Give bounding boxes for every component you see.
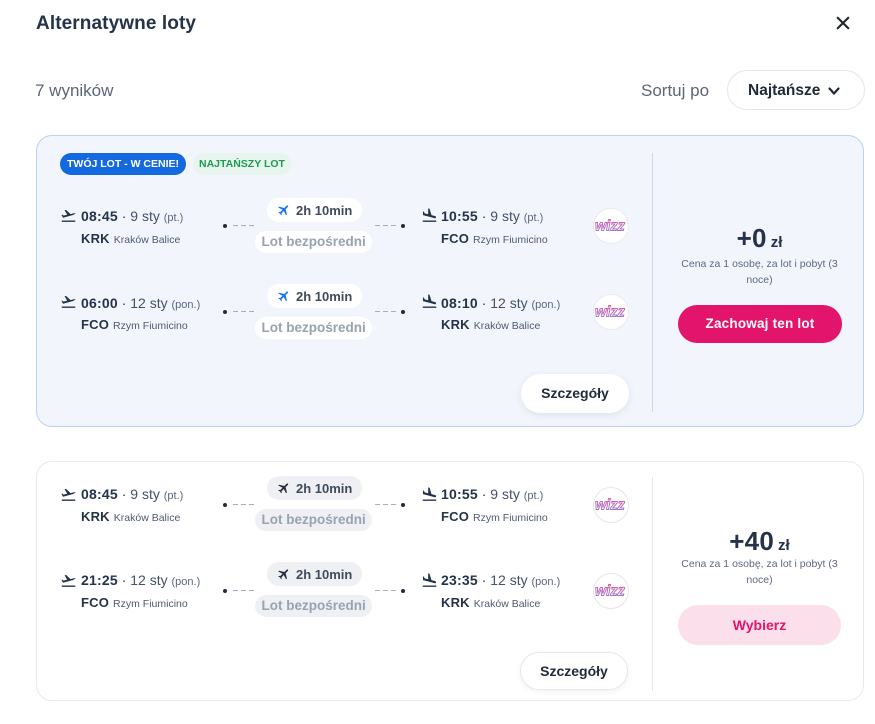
svg-text:wizz: wizz — [595, 219, 626, 235]
svg-text:wizz: wizz — [595, 305, 626, 321]
svg-text:wizz: wizz — [595, 498, 626, 514]
svg-text:wizz: wizz — [595, 584, 626, 600]
